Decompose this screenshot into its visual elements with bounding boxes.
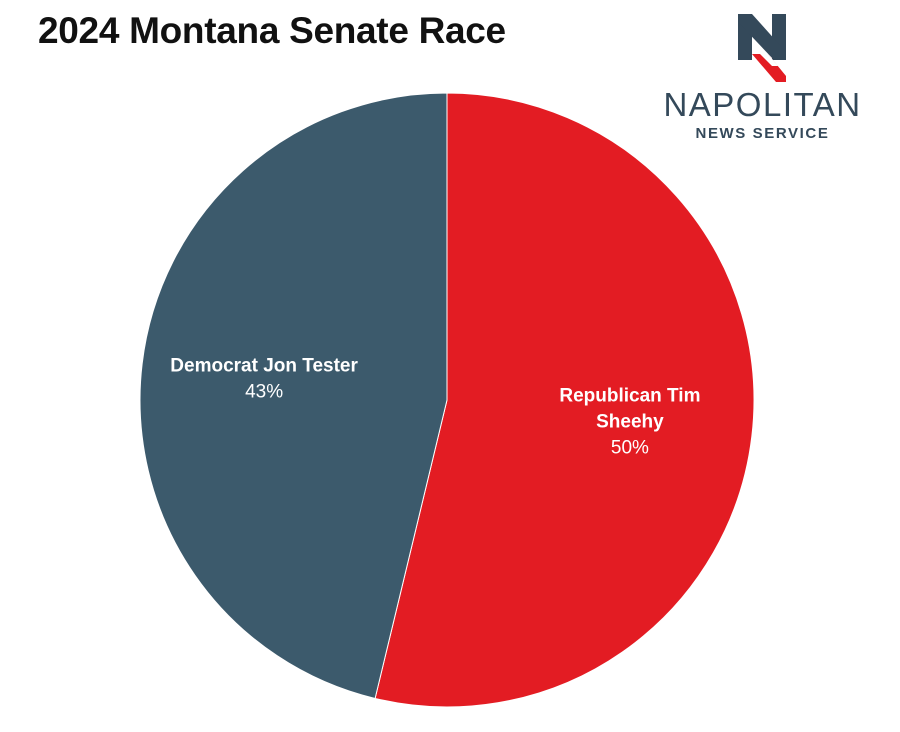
chart-title: 2024 Montana Senate Race [38, 10, 506, 51]
pie-slice-0 [374, 92, 755, 708]
logo-subtitle: NEWS SERVICE [695, 125, 830, 142]
slice-value-label-1: 43% [245, 381, 283, 402]
slice-label-name-0-1: Sheehy [596, 412, 664, 433]
pie-slice-1 [139, 92, 448, 700]
logo-wordmark: NAPOLITAN [663, 86, 862, 123]
slice-label-name-0-0: Republican Tim [559, 386, 700, 407]
slice-label-name-1-0: Democrat Jon Tester [170, 355, 358, 376]
pie-labels: Republican Tim Sheehy 50% Democrat Jon Test… [170, 355, 700, 458]
napolitan-news-logo: NAPOLITAN NEWS SERVICE [655, 14, 870, 146]
slice-value-label-0: 50% [611, 438, 649, 459]
pie-slices [139, 92, 755, 708]
napolitan-n-icon [738, 14, 786, 82]
